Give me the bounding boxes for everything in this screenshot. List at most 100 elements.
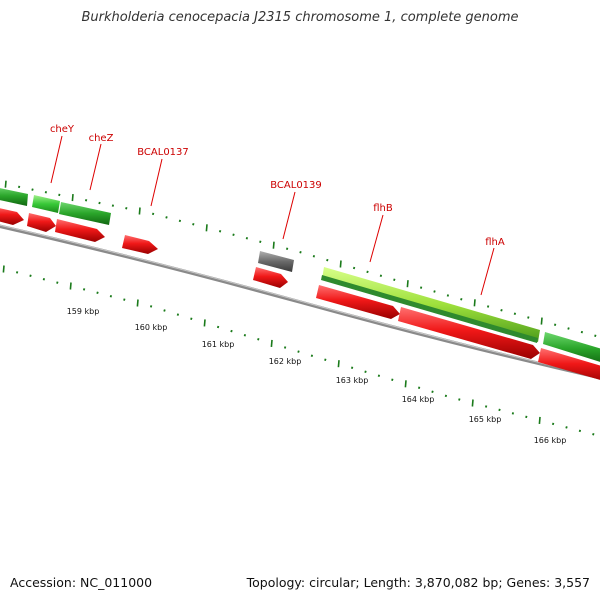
outer-ring-minor-tick xyxy=(393,278,396,281)
outer-ring-minor-tick xyxy=(460,297,463,301)
outer-ring-major-tick xyxy=(4,180,7,188)
gene-label-flhA: flhA xyxy=(485,237,505,248)
inner-ring-minor-tick xyxy=(458,398,461,401)
genome-backbone-highlight xyxy=(0,224,600,378)
outer-ring-minor-tick xyxy=(312,254,316,258)
scale-label-162: 162 kbp xyxy=(269,357,302,366)
inner-ring-minor-tick xyxy=(391,378,394,382)
inner-ring-minor-tick xyxy=(42,277,46,281)
inner-ring-major-tick xyxy=(337,360,340,368)
feature-cheY xyxy=(32,195,60,213)
outer-ring-minor-tick xyxy=(125,207,128,210)
scale-label-165: 165 kbp xyxy=(469,415,502,424)
outer-ring-minor-tick xyxy=(419,286,423,289)
scale-label-159: 159 kbp xyxy=(67,307,100,316)
inner-ring-minor-tick xyxy=(149,305,153,308)
feature-reverse-7 xyxy=(398,307,540,359)
inner-ring-minor-tick xyxy=(15,271,19,274)
outer-ring-minor-tick xyxy=(352,266,356,270)
scale-label-166: 166 kbp xyxy=(534,436,567,445)
outer-ring-minor-tick xyxy=(553,323,557,327)
outer-ring-major-tick xyxy=(272,241,275,249)
forward-strand-features xyxy=(0,188,600,362)
outer-ring-minor-tick xyxy=(486,305,490,308)
inner-ring-minor-tick xyxy=(283,346,287,349)
accession-text: Accession: NC_011000 xyxy=(10,575,153,590)
scale-label-163: 163 kbp xyxy=(336,376,369,385)
gene-label-cheZ: cheZ xyxy=(89,133,114,144)
inner-ring-minor-tick xyxy=(498,408,501,412)
inner-ring-minor-tick xyxy=(123,298,126,301)
reverse-strand-features xyxy=(0,208,600,380)
feature-reverse-2 xyxy=(27,213,56,232)
inner-ring-minor-tick xyxy=(417,386,421,390)
inner-ring-major-tick xyxy=(270,339,273,347)
outer-ring-minor-tick xyxy=(17,185,21,189)
feature-BCAL0137 xyxy=(122,235,158,254)
outer-ring-major-tick xyxy=(406,280,409,288)
scale-label-161: 161 kbp xyxy=(202,340,235,349)
inner-ring-minor-tick xyxy=(82,288,86,291)
scale-label-160: 160 kbp xyxy=(135,323,168,332)
map-title: Burkholderia cenocepacia J2315 chromosom… xyxy=(81,10,519,25)
outer-ring-minor-tick xyxy=(245,237,249,240)
inner-ring-minor-tick xyxy=(96,291,99,295)
scale-labels: 159 kbp 160 kbp 161 kbp 162 kbp 163 kbp … xyxy=(67,307,567,445)
feature-flhA xyxy=(543,332,600,362)
outer-ring-minor-tick xyxy=(379,274,383,278)
outer-ring-minor-tick xyxy=(594,334,597,338)
inner-ring-minor-tick xyxy=(216,325,220,329)
label-line-BCAL0139 xyxy=(282,191,296,240)
outer-ring-minor-tick xyxy=(259,240,262,244)
inner-ring-minor-tick xyxy=(109,294,113,298)
label-line-cheY xyxy=(50,135,63,184)
inner-ring-minor-tick xyxy=(484,405,488,408)
inner-ring-minor-tick xyxy=(511,412,515,415)
inner-ring-major-tick xyxy=(471,399,474,407)
outer-ring-minor-tick xyxy=(500,308,503,312)
outer-ring-major-tick xyxy=(540,317,543,325)
inner-ring-minor-tick xyxy=(525,415,528,419)
outer-ring-major-tick xyxy=(205,224,208,232)
feature-BCAL0139 xyxy=(258,251,294,272)
inner-ring-minor-tick xyxy=(377,374,381,378)
inner-ring-minor-tick xyxy=(364,370,367,373)
label-line-BCAL0137 xyxy=(150,158,163,207)
gene-label-cheY: cheY xyxy=(50,124,75,135)
label-line-cheZ xyxy=(89,143,102,191)
inner-ring-minor-tick xyxy=(297,350,300,353)
outer-ring-minor-tick xyxy=(285,247,289,250)
feature-reverse-8 xyxy=(538,348,600,380)
inner-ring-minor-tick xyxy=(444,394,448,398)
label-line-flhB xyxy=(369,214,384,263)
outer-ring-minor-tick xyxy=(98,201,101,205)
outer-ring-minor-tick xyxy=(527,316,530,319)
outer-ring-minor-tick xyxy=(326,258,329,262)
label-line-flhA xyxy=(480,247,495,296)
inner-ring-minor-tick xyxy=(163,309,166,312)
inner-ring-major-tick xyxy=(404,380,407,388)
feature-reverse-3 xyxy=(55,219,105,242)
inner-ring-major-tick xyxy=(538,416,541,424)
inner-ring-minor-tick xyxy=(592,433,595,436)
outer-ring-minor-tick xyxy=(31,188,34,191)
inner-ring-major-tick xyxy=(136,299,139,307)
inner-ring-minor-tick xyxy=(243,333,247,337)
inner-ring-minor-tick xyxy=(310,354,314,357)
outer-ring-minor-tick xyxy=(433,290,436,293)
inner-ring-major-tick xyxy=(203,319,206,327)
inner-ring-minor-tick xyxy=(350,366,354,369)
inner-ring-minor-tick xyxy=(176,313,180,316)
feature-reverse-6 xyxy=(316,285,400,319)
outer-ring-minor-tick xyxy=(84,199,88,202)
outer-ring-minor-tick xyxy=(192,223,195,226)
inner-ring-minor-tick xyxy=(431,390,434,394)
feature-forward-partial-left xyxy=(0,188,28,206)
feature-cheZ xyxy=(59,202,111,225)
topology-summary: Topology: circular; Length: 3,870,082 bp… xyxy=(246,575,590,590)
outer-ring-major-tick xyxy=(71,194,74,202)
outer-ring-minor-tick xyxy=(218,230,222,233)
outer-ring-minor-tick xyxy=(513,312,517,316)
gene-label-flhB: flhB xyxy=(373,203,393,214)
